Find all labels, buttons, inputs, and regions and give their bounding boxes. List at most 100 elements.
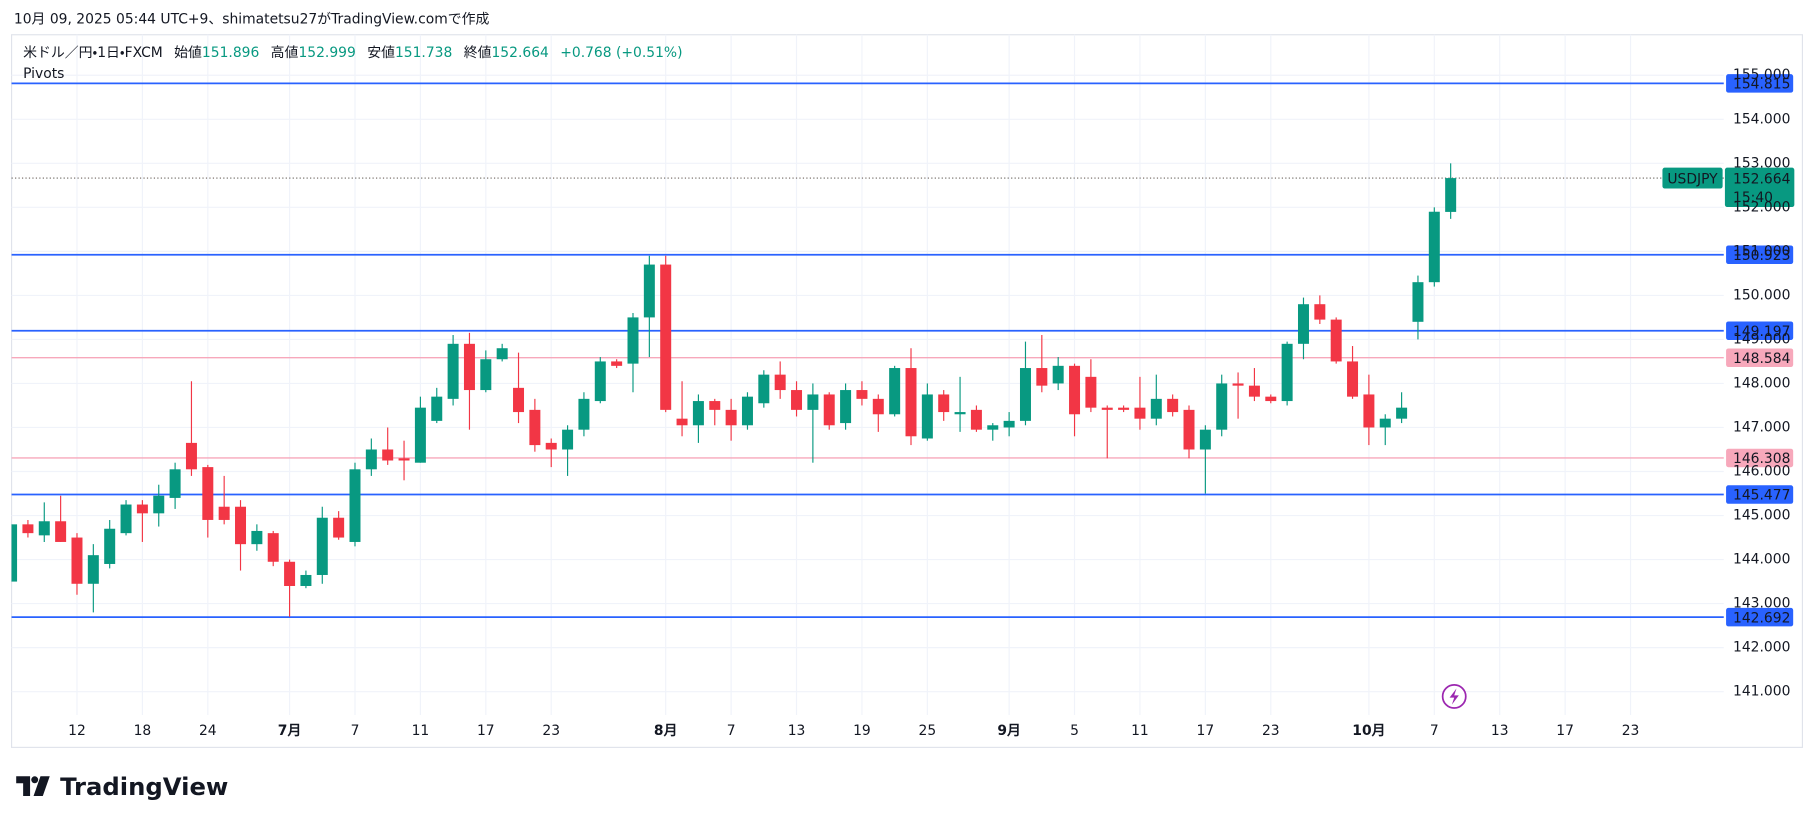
pivot-label: 148.584 (1733, 351, 1791, 367)
candle-body (562, 429, 574, 450)
grid (11, 34, 1724, 715)
candle-body (1330, 319, 1342, 362)
candle-body (235, 506, 247, 545)
candle-body (316, 517, 328, 575)
x-tick-label: 5 (1070, 723, 1079, 739)
candle-body (333, 517, 345, 538)
legend-value: 152.664 (491, 45, 549, 61)
candle-body (398, 458, 410, 461)
candle-body (1297, 304, 1309, 344)
x-tick-label: 23 (1622, 723, 1640, 739)
candle-body (709, 401, 721, 410)
candle-body (1396, 407, 1408, 419)
x-tick-label: 25 (919, 723, 937, 739)
candle-body (1069, 365, 1081, 415)
lightning-icon[interactable] (1441, 684, 1467, 709)
candle-body (414, 407, 426, 463)
x-tick-label: 23 (542, 723, 560, 739)
candle-body (300, 574, 312, 586)
x-tick-label: 7 (1430, 723, 1439, 739)
candle-body (938, 394, 950, 413)
brand-logo[interactable]: TradingView (16, 772, 228, 801)
candle-body (38, 521, 50, 536)
x-tick-label: 17 (477, 723, 495, 739)
candle-body (87, 555, 99, 584)
candle-body (480, 359, 492, 391)
candle-body (807, 394, 819, 410)
candle-body (1101, 407, 1113, 410)
candle-body (251, 530, 263, 545)
x-tick-label: 7月 (278, 723, 302, 739)
brand-name: TradingView (60, 772, 228, 801)
legend-value: 152.999 (298, 45, 355, 61)
legend-symbol: 米ドル／円・1日・FXCM (23, 45, 163, 61)
y-tick-label: 149.000 (1733, 331, 1790, 347)
pivot-label: 142.692 (1733, 610, 1790, 626)
candle-body (872, 398, 884, 415)
candle-body (463, 343, 475, 391)
symbol-box (1662, 167, 1723, 189)
pivot-label-box (1726, 74, 1794, 93)
pivot-label-box (1726, 448, 1794, 468)
candle-body (758, 374, 770, 404)
candle-body (1363, 394, 1375, 428)
legend-value: 151.896 (202, 45, 259, 61)
pivot-label: 154.815 (1733, 77, 1790, 93)
candles (11, 163, 1457, 617)
candle-body (11, 524, 18, 582)
candle-body (1445, 178, 1457, 212)
x-tick-label: 13 (1491, 723, 1509, 739)
y-tick-label: 144.000 (1733, 552, 1790, 568)
y-tick-label: 145.000 (1733, 508, 1790, 524)
pivot-label-box (1726, 607, 1794, 627)
candle-body (55, 521, 67, 542)
candle-body (840, 390, 852, 424)
candle-body (1019, 368, 1031, 421)
pivot-label-box (1726, 245, 1794, 265)
candle-body (692, 401, 704, 426)
candle-body (1036, 368, 1048, 386)
candle-body (970, 409, 982, 430)
x-tick-label: 9月 (997, 723, 1021, 739)
pivot-label-box (1726, 348, 1794, 367)
candle-body (1281, 343, 1293, 402)
candle-body (545, 442, 557, 450)
candle-body (513, 387, 525, 413)
candle-body (889, 368, 901, 415)
candle-body (529, 409, 541, 446)
caption: 10月 09, 2025 05:44 UTC+9、shimatetsu27がTr… (14, 12, 490, 28)
x-tick-label: 7 (727, 723, 736, 739)
x-tick-label: 11 (412, 723, 430, 739)
candle-body (1183, 409, 1195, 450)
candle-body (594, 361, 606, 402)
candle-body (1412, 282, 1424, 322)
candle-body (987, 425, 999, 430)
candle-body (185, 442, 197, 470)
axes: 141.000 142.000 143.000 144.000 145.000 146.0… (68, 67, 1790, 739)
candle-body (1052, 365, 1064, 384)
candle-body (1428, 211, 1440, 283)
y-tick-label: 151.000 (1733, 243, 1790, 259)
pivot-label-box (1726, 321, 1794, 341)
candle-body (447, 343, 459, 399)
candle-body (431, 396, 443, 421)
pivot-label: 146.308 (1733, 451, 1790, 467)
candle-body (136, 504, 148, 514)
candle-body (496, 348, 508, 360)
x-tick-label: 18 (134, 723, 152, 739)
chart-frame (10, 34, 1804, 748)
candle-body (382, 449, 394, 461)
candle-body (741, 396, 753, 426)
candle-body (578, 398, 590, 430)
candle-body (202, 467, 214, 520)
candle-body (954, 412, 966, 415)
legend: 米ドル／円・1日・FXCM 始値151.896 高値152.999 安値151.… (23, 44, 682, 61)
pivot-label: 149.197 (1733, 324, 1790, 340)
legend-label: 高値 (271, 44, 299, 61)
candle-body (1167, 398, 1179, 413)
x-tick-label: 24 (199, 723, 217, 739)
candle-body (1134, 407, 1146, 419)
y-tick-label: 143.000 (1733, 596, 1790, 612)
